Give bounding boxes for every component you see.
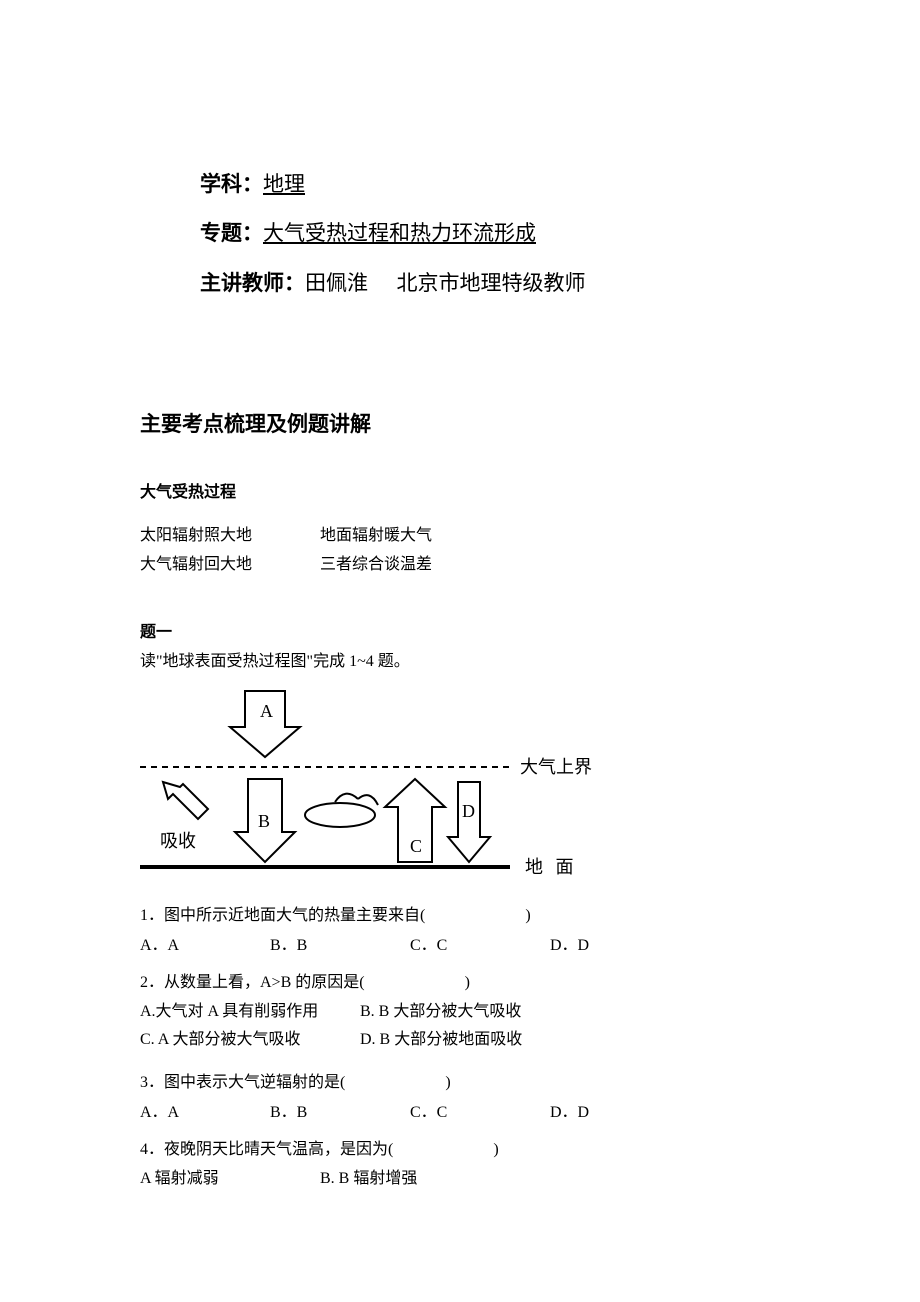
q3-options: A．A B．B C．C D．D [140,1098,780,1122]
question-block: 题一 读"地球表面受热过程图"完成 1~4 题。 A 大气上界 吸收 [140,619,780,1193]
q3-opt-c: C．C [410,1098,550,1122]
q1-stem-row: 1．图中所示近地面大气的热量主要来自() [140,902,780,931]
q2-close: ) [465,974,470,991]
q3-opt-b: B．B [270,1098,410,1122]
label-ground: 地 面 [525,857,578,877]
teacher-name: 田佩淮 [305,271,368,295]
q1-opt-b: B．B [270,931,410,955]
label-c: C [410,836,422,856]
label-d: D [462,801,475,821]
q2-opt-a: A.大气对 A 具有削弱作用 [140,998,360,1027]
topic-label: 专题： [200,222,263,245]
q3-stem-row: 3．图中表示大气逆辐射的是() [140,1069,780,1098]
cloud-icon [305,794,378,827]
q1-opt-a: A．A [140,931,270,955]
label-a: A [260,701,273,721]
header-teacher: 主讲教师：田佩淮 北京市地理特级教师 [200,259,780,308]
subject-value: 地理 [263,172,305,196]
q2-opt-c: C. A 大部分被大气吸收 [140,1026,360,1055]
q2-options: A.大气对 A 具有削弱作用 B. B 大部分被大气吸收 C. A 大部分被大气… [140,998,780,1056]
absorb-arrow-icon [163,782,208,819]
q1-opt-c: C．C [410,931,550,955]
grid-r1c2: 地面辐射暖大气 [320,522,432,551]
q4-options: A 辐射减弱 B. B 辐射增强 [140,1165,780,1194]
label-b: B [258,811,270,831]
teacher-title: 北京市地理特级教师 [397,271,586,295]
grid-r2c1: 大气辐射回大地 [140,551,320,580]
q1-opt-d: D．D [550,931,650,955]
q2-opt-b: B. B 大部分被大气吸收 [360,998,580,1027]
concept-grid: 太阳辐射照大地 地面辐射暖大气 大气辐射回大地 三者综合谈温差 [140,522,780,580]
q3-close: ) [445,1074,450,1091]
arrow-d-icon [448,782,490,862]
q4-stem: 4．夜晚阴天比晴天气温高，是因为( [140,1141,393,1158]
q4-opt-a: A 辐射减弱 [140,1165,320,1194]
label-top: 大气上界 [520,757,592,777]
q3-opt-a: A．A [140,1098,270,1122]
header-subject: 学科：地理 [200,160,780,209]
q2-stem-row: 2．从数量上看，A>B 的原因是() [140,969,780,998]
grid-r2c2: 三者综合谈温差 [320,551,432,580]
label-absorb: 吸收 [160,831,196,851]
q3-opt-d: D．D [550,1098,650,1122]
section-title: 主要考点梳理及例题讲解 [140,408,780,438]
question-group-title: 题一 [140,619,780,648]
q3-stem: 3．图中表示大气逆辐射的是( [140,1074,345,1091]
document-root: 学科：地理 专题：大气受热过程和热力环流形成 主讲教师：田佩淮 北京市地理特级教… [140,160,780,1194]
q4-stem-row: 4．夜晚阴天比晴天气温高，是因为() [140,1136,780,1165]
subject-label: 学科： [200,173,263,196]
q2-stem: 2．从数量上看，A>B 的原因是( [140,974,365,991]
teacher-label: 主讲教师： [200,272,305,295]
q2-opt-d: D. B 大部分被地面吸收 [360,1026,580,1055]
topic-value: 大气受热过程和热力环流形成 [263,221,536,245]
heating-diagram: A 大气上界 吸收 B [140,687,780,892]
subsection-title: 大气受热过程 [140,478,780,502]
q1-stem: 1．图中所示近地面大气的热量主要来自( [140,907,425,924]
q4-close: ) [493,1141,498,1158]
q4-opt-b: B. B 辐射增强 [320,1165,540,1194]
header-topic: 专题：大气受热过程和热力环流形成 [200,209,780,258]
q1-close: ) [525,907,530,924]
q1-options: A．A B．B C．C D．D [140,931,780,955]
grid-r1c1: 太阳辐射照大地 [140,522,320,551]
question-intro: 读"地球表面受热过程图"完成 1~4 题。 [140,648,780,677]
